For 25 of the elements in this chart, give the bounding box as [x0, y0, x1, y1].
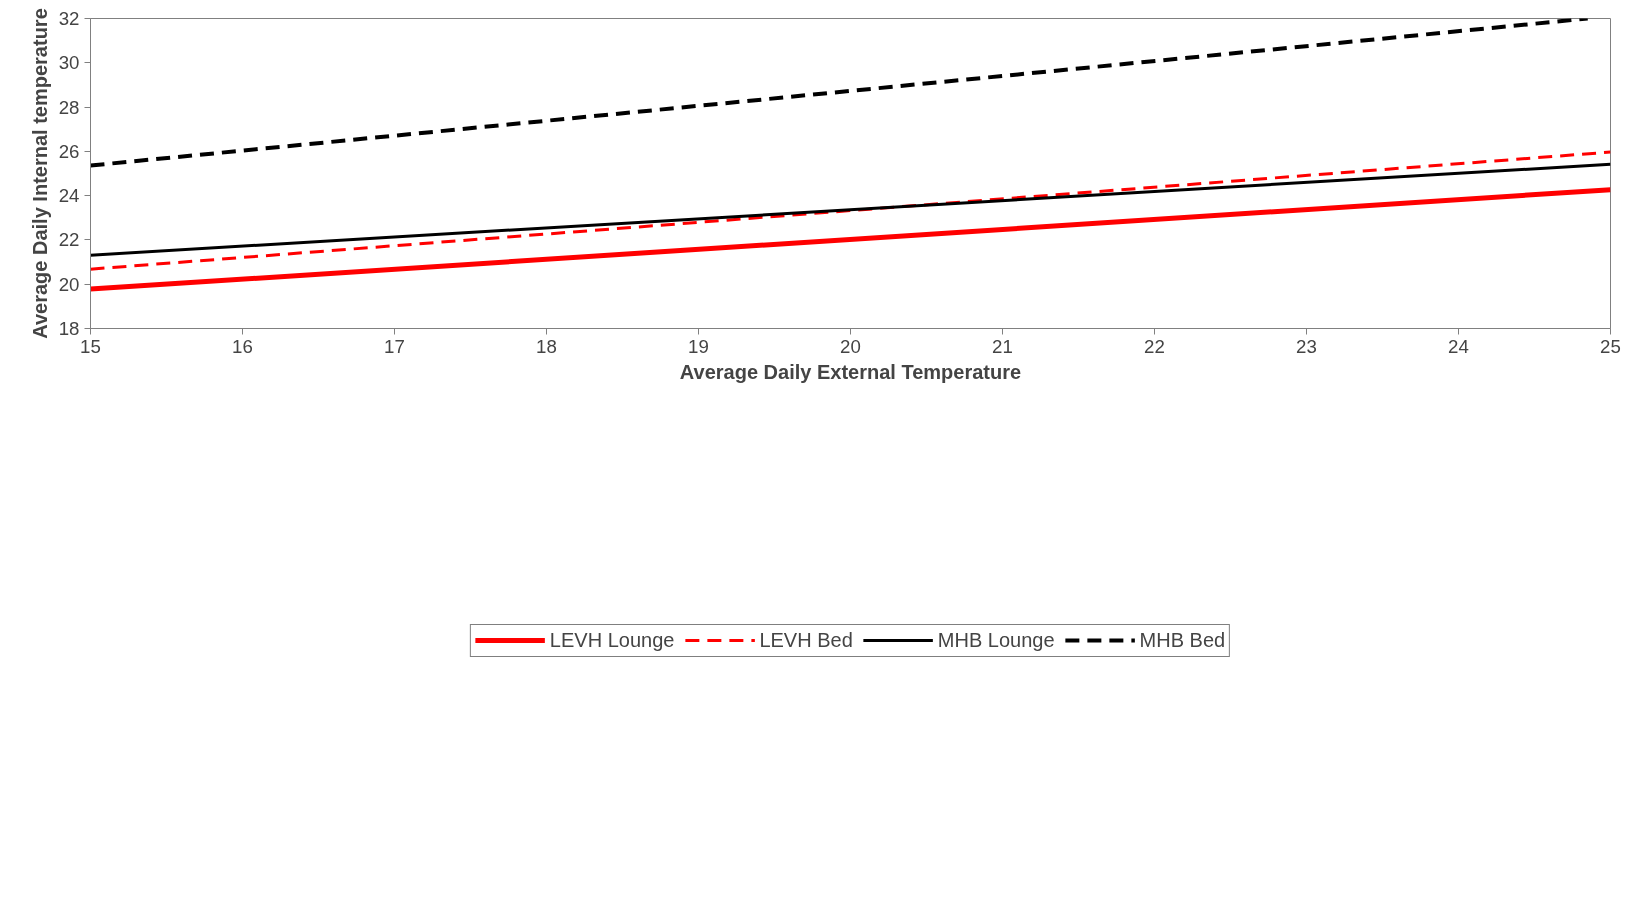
legend-label: MHB Bed [1139, 628, 1226, 652]
x-tick-label: 19 [688, 335, 709, 357]
y-tick-label: 32 [58, 8, 80, 29]
y-tick-label: 26 [58, 140, 80, 162]
x-tick-label: 24 [1448, 335, 1469, 357]
y-tick-label: 30 [58, 52, 80, 74]
y-tick-label: 24 [58, 185, 80, 207]
legend-label: LEVH Bed [759, 628, 853, 652]
y-tick-label: 20 [58, 273, 80, 295]
y-tick-label: 18 [58, 318, 80, 339]
x-tick-label: 21 [992, 335, 1013, 357]
y-tick-label: 28 [58, 96, 80, 118]
x-tick-label: 25 [1600, 335, 1621, 357]
y-tick-label: 22 [58, 229, 80, 251]
y-axis-title: Average Daily Internal temperature [28, 8, 51, 339]
x-tick-label: 15 [80, 335, 101, 357]
x-axis-title: Average Daily External Temperature [679, 360, 1022, 383]
x-tick-label: 17 [384, 335, 405, 357]
x-tick-label: 18 [536, 335, 557, 357]
legend-label: MHB Lounge [937, 628, 1055, 652]
legend-label: LEVH Lounge [549, 628, 675, 652]
x-tick-label: 16 [232, 335, 253, 357]
x-tick-label: 22 [1144, 335, 1165, 357]
x-tick-label: 20 [840, 335, 861, 357]
x-tick-label: 23 [1296, 335, 1317, 357]
